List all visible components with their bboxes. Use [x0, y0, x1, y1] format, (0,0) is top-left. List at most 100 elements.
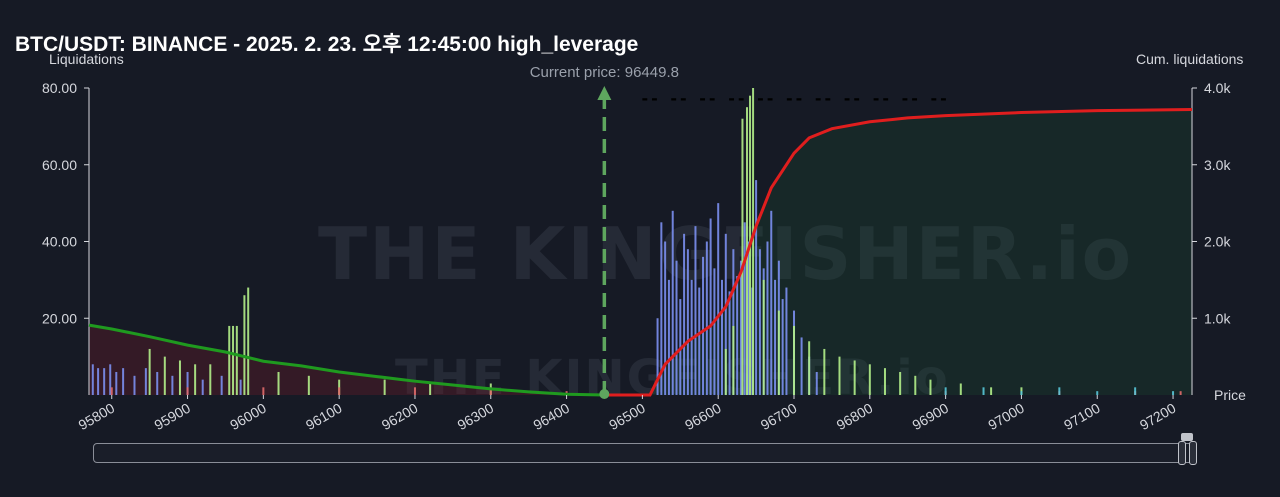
bar-red	[186, 387, 189, 395]
bar-green	[914, 375, 917, 395]
bar-blue	[713, 268, 716, 395]
bar-blue	[747, 241, 750, 395]
bar-green	[990, 387, 993, 395]
bar-blue	[728, 291, 731, 395]
bar-blue	[705, 241, 708, 395]
y-right-tick-label: 4.0k	[1204, 80, 1231, 96]
bar-green	[429, 383, 432, 395]
range-slider-right-handle[interactable]	[1189, 441, 1197, 465]
bar-green	[383, 379, 386, 395]
bar-green	[163, 356, 166, 395]
x-tick-label: 95900	[151, 400, 193, 433]
bar-green	[243, 295, 246, 395]
bar-green	[959, 383, 962, 395]
long-cumulative-line	[604, 107, 1193, 397]
legend-placeholder: -- -- -- -- -- -- -- -- -- -- --	[640, 89, 948, 108]
bar-green	[883, 368, 886, 395]
bar-blue	[732, 249, 735, 395]
x-tick-label: 96800	[834, 400, 876, 433]
bar-blue	[144, 368, 147, 395]
x-tick-label: 96400	[530, 400, 572, 433]
bar-green	[277, 371, 280, 395]
y-left-tick-label: 60.00	[42, 157, 77, 173]
bar-blue	[785, 287, 788, 395]
current-price-arrow	[597, 86, 612, 100]
bar-blue	[758, 249, 761, 395]
bar-blue	[109, 364, 112, 395]
x-tick-label: 97100	[1061, 400, 1103, 433]
y-right-tick-label: 1.0k	[1204, 310, 1231, 326]
bar-blue	[717, 203, 720, 395]
x-tick-label: 96500	[606, 400, 648, 433]
bar-blue	[115, 371, 118, 395]
bar-green	[853, 360, 856, 395]
short-cumulative-area	[89, 325, 605, 395]
bar-red	[489, 387, 492, 395]
bar-green	[741, 118, 744, 395]
bar-green	[823, 348, 826, 395]
bar-green	[232, 325, 235, 395]
bar-green	[148, 348, 151, 395]
bar-blue	[667, 279, 670, 395]
bar-blue	[171, 375, 174, 395]
y-axis-right-label: Cum. liquidations	[1136, 51, 1244, 67]
bar-red	[1179, 391, 1182, 395]
bar-blue	[91, 364, 94, 395]
bar-blue	[766, 241, 769, 395]
bar-blue	[103, 368, 106, 395]
bar-blue	[739, 260, 742, 395]
bar-blue	[709, 218, 712, 395]
bar-green	[724, 348, 727, 395]
y-left-tick-label: 40.00	[42, 234, 77, 250]
bar-green	[228, 325, 231, 395]
x-tick-label: 96300	[455, 400, 497, 433]
bar-green	[808, 341, 811, 395]
bar-green	[793, 325, 796, 395]
bar-green	[307, 375, 310, 395]
bar-green	[929, 379, 932, 395]
x-tick-label: 96900	[909, 400, 951, 433]
bar-cyan	[1172, 391, 1175, 395]
bar-blue	[815, 371, 818, 395]
bar-green	[178, 360, 181, 395]
bar-blue	[664, 241, 667, 395]
current-price-dot	[599, 389, 610, 399]
bar-blue	[781, 299, 784, 395]
chart-title: BTC/USDT: BINANCE - 2025. 2. 23. 오후 12:4…	[15, 33, 639, 56]
x-tick-label: 96000	[227, 400, 269, 433]
bar-blue	[736, 276, 739, 395]
bar-green	[247, 287, 250, 395]
bar-blue	[698, 287, 701, 395]
range-slider-left-handle[interactable]	[1178, 441, 1186, 465]
bar-green	[209, 364, 212, 395]
x-axis-label: Price	[1214, 387, 1246, 403]
bar-blue	[156, 371, 159, 395]
range-slider-grip[interactable]	[1181, 433, 1193, 441]
bar-blue	[724, 233, 727, 395]
y-left-tick-label: 20.00	[42, 310, 77, 326]
bar-cyan	[944, 387, 947, 395]
y-right-tick-label: 2.0k	[1204, 234, 1231, 250]
bar-cyan	[982, 387, 985, 395]
bar-blue	[201, 379, 204, 395]
bar-cyan	[1134, 387, 1137, 395]
bar-blue	[683, 233, 686, 395]
bar-red	[338, 387, 341, 395]
x-tick-label: 96200	[379, 400, 421, 433]
bar-red	[413, 387, 416, 395]
x-tick-label: 95800	[76, 400, 118, 433]
bar-blue	[800, 337, 803, 395]
bar-green	[868, 364, 871, 395]
bar-blue	[774, 279, 777, 395]
bar-blue	[675, 260, 678, 395]
bar-cyan	[1058, 387, 1061, 395]
short-cumulative-line	[88, 323, 605, 397]
x-tick-label: 97000	[985, 400, 1027, 433]
x-tick-label: 97200	[1137, 400, 1179, 433]
range-slider-track[interactable]	[93, 443, 1195, 463]
x-tick-label: 96100	[303, 400, 345, 433]
bar-blue	[186, 371, 189, 395]
x-tick-label: 96700	[758, 400, 800, 433]
bar-blue	[720, 279, 723, 395]
